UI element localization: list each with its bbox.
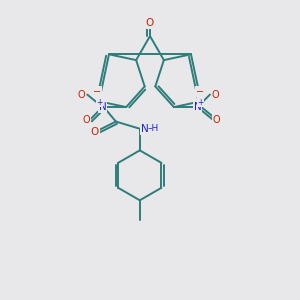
Text: −: −: [93, 87, 101, 97]
Text: –H: –H: [148, 124, 159, 133]
Text: +: +: [197, 98, 204, 106]
Text: N: N: [99, 102, 106, 112]
Text: N: N: [141, 124, 148, 134]
Text: +: +: [96, 98, 103, 106]
Text: N: N: [194, 102, 201, 112]
Text: O: O: [212, 90, 220, 100]
Text: O: O: [91, 127, 99, 137]
Text: O: O: [82, 115, 90, 124]
Text: −: −: [196, 87, 204, 97]
Text: O: O: [78, 90, 85, 100]
Text: O: O: [213, 115, 220, 124]
Text: O: O: [146, 18, 154, 28]
